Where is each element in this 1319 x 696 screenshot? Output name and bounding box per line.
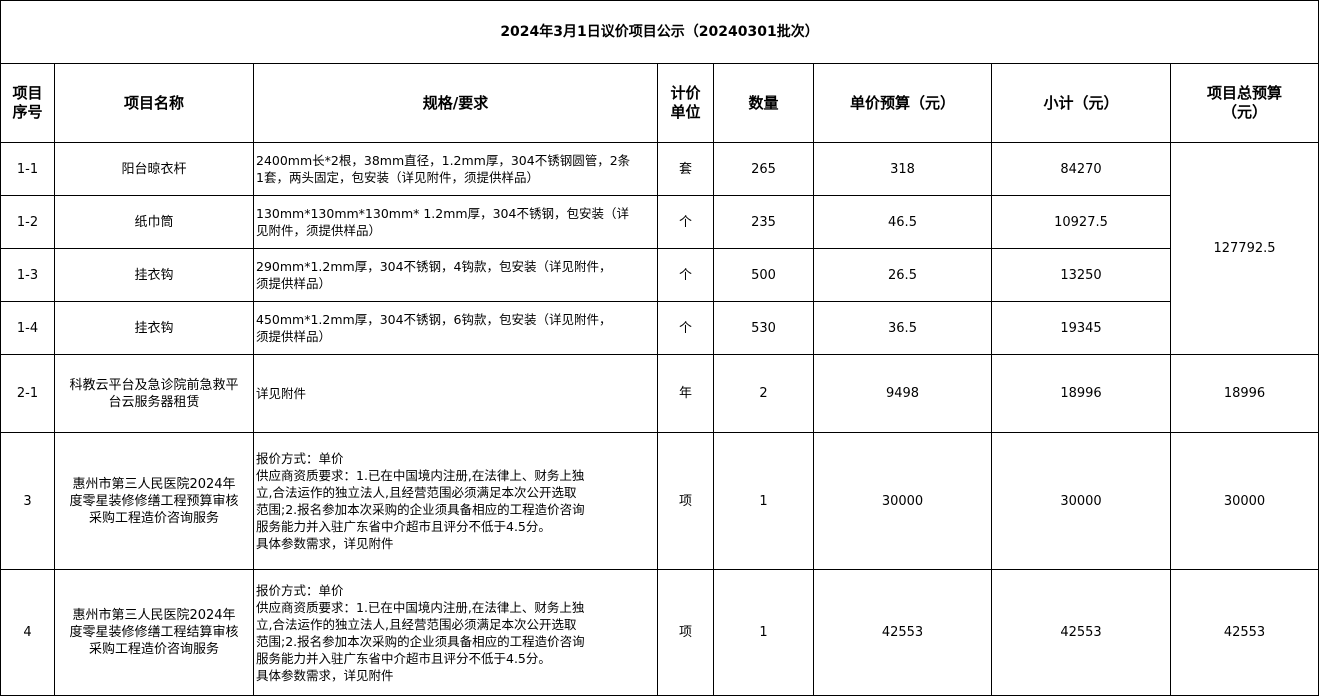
header-row: 项目 序号 项目名称 规格/要求 计价 单位 数量 单价预算（元） 小计（元） … [0,63,1319,143]
header-price: 单价预算（元） [813,63,992,143]
cell-name: 挂衣钩 [54,248,254,302]
cell-total: 127792.5 [1169,142,1319,355]
cell-unit: 个 [657,248,714,302]
cell-price: 36.5 [813,301,992,355]
cell-qty: 530 [713,301,814,355]
cell-price: 9498 [813,354,992,433]
cell-price: 46.5 [813,195,992,249]
cell-total: 42553 [1169,569,1319,696]
header-spec: 规格/要求 [253,63,658,143]
cell-spec: 2400mm长*2根，38mm直径，1.2mm厚，304不锈钢圆管，2条 1套，… [253,142,658,196]
cell-subtotal: 10927.5 [991,195,1171,249]
cell-qty: 265 [713,142,814,196]
cell-subtotal: 30000 [991,432,1171,570]
cell-id: 1-2 [0,195,55,249]
cell-unit: 个 [657,301,714,355]
header-total: 项目总预算 （元） [1169,63,1319,143]
cell-id: 2-1 [0,354,55,433]
cell-price: 30000 [813,432,992,570]
cell-name: 惠州市第三人民医院2024年 度零星装修修缮工程结算审核 采购工程造价咨询服务 [54,569,254,696]
table-row: 1-4 挂衣钩 450mm*1.2mm厚，304不锈钢，6钩款，包安装（详见附件， … [0,301,1319,355]
cell-price: 318 [813,142,992,196]
cell-subtotal: 19345 [991,301,1171,355]
table-row: 1-1 阳台晾衣杆 2400mm长*2根，38mm直径，1.2mm厚，304不锈钢圆… [0,142,1319,355]
cell-name: 纸巾筒 [54,195,254,249]
cell-unit: 项 [657,569,714,696]
header-subtotal: 小计（元） [991,63,1171,143]
cell-qty: 500 [713,248,814,302]
cell-unit: 项 [657,432,714,570]
cell-qty: 1 [713,569,814,696]
table-title: 2024年3月1日议价项目公示（20240301批次） [0,0,1319,64]
cell-name: 阳台晾衣杆 [54,142,254,196]
header-id: 项目 序号 [0,63,55,143]
header-name: 项目名称 [54,63,254,143]
cell-qty: 2 [713,354,814,433]
cell-name: 科教云平台及急诊院前急救平 台云服务器租赁 [54,354,254,433]
cell-spec: 报价方式：单价 供应商资质要求：1.已在中国境内注册,在法律上、财务上独 立,合… [253,569,658,696]
cell-id: 1-1 [0,142,55,196]
cell-unit: 套 [657,142,714,196]
header-unit: 计价 单位 [657,63,714,143]
cell-spec: 详见附件 [253,354,658,433]
table-row: 1-3 挂衣钩 290mm*1.2mm厚，304不锈钢，4钩款，包安装（详见附件， … [0,248,1319,302]
cell-subtotal: 13250 [991,248,1171,302]
cell-unit: 个 [657,195,714,249]
cell-subtotal: 18996 [991,354,1171,433]
table-row: 2-1 科教云平台及急诊院前急救平 台云服务器租赁 详见附件年 2 9498 18996 1… [0,354,1319,433]
cell-spec: 报价方式：单价 供应商资质要求：1.已在中国境内注册,在法律上、财务上独 立,合… [253,432,658,570]
header-qty: 数量 [713,63,814,143]
cell-unit: 年 [657,354,714,433]
cell-spec: 130mm*130mm*130mm* 1.2mm厚，304不锈钢，包安装（详 见… [253,195,658,249]
cell-id: 1-4 [0,301,55,355]
cell-total: 18996 [1169,354,1319,433]
cell-subtotal: 42553 [991,569,1171,696]
cell-id: 1-3 [0,248,55,302]
cell-spec: 290mm*1.2mm厚，304不锈钢，4钩款，包安装（详见附件， 须提供样品） [253,248,658,302]
cell-total: 30000 [1169,432,1319,570]
cell-id: 4 [0,569,55,696]
cell-qty: 235 [713,195,814,249]
cell-price: 26.5 [813,248,992,302]
table-row: 3 惠州市第三人民医院2024年 度零星装修修缮工程预算审核 采购工程造价咨询服务… [0,432,1319,570]
cell-price: 42553 [813,569,992,696]
table-row: 4 惠州市第三人民医院2024年 度零星装修修缮工程结算审核 采购工程造价咨询服务… [0,569,1319,696]
table-row: 1-2 纸巾筒 130mm*130mm*130mm* 1.2mm厚，304不锈钢，包… [0,195,1319,249]
cell-qty: 1 [713,432,814,570]
cell-subtotal: 84270 [991,142,1171,196]
cell-id: 3 [0,432,55,570]
cell-name: 挂衣钩 [54,301,254,355]
cell-name: 惠州市第三人民医院2024年 度零星装修修缮工程预算审核 采购工程造价咨询服务 [54,432,254,570]
cell-spec: 450mm*1.2mm厚，304不锈钢，6钩款，包安装（详见附件， 须提供样品） [253,301,658,355]
